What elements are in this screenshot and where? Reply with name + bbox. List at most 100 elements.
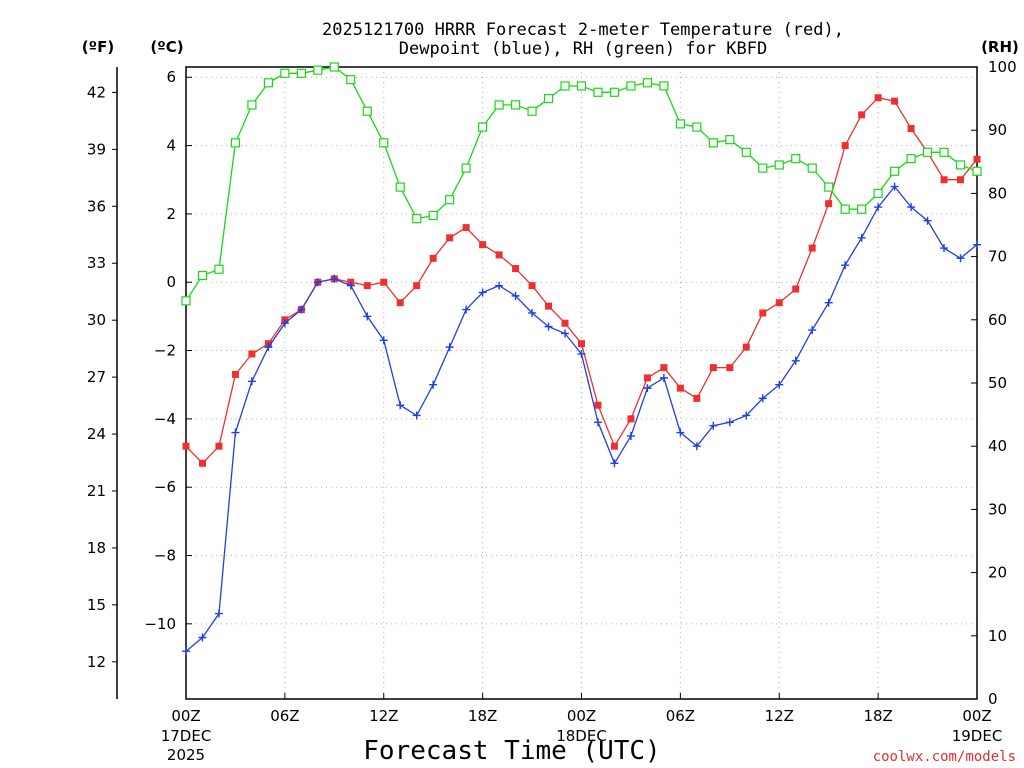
temperature-point <box>610 442 618 450</box>
rh-point <box>972 166 982 176</box>
time-tick-label: 06Z <box>666 707 695 725</box>
temperature-point <box>643 374 651 382</box>
dewpoint-point <box>313 278 322 287</box>
temperature-point <box>429 254 437 262</box>
rh-axis: 0 10 20 30 40 50 60 70 80 90 100 <box>971 58 1017 708</box>
rh-point <box>675 119 685 129</box>
temperature-point <box>479 241 487 249</box>
rh-point <box>906 154 916 164</box>
rh-point <box>791 154 801 164</box>
dewpoint-point <box>742 411 751 420</box>
rh-point <box>527 106 537 116</box>
dewpoint-point <box>610 459 619 468</box>
fahrenheit-unit-label: (ºF) <box>82 38 114 56</box>
temperature-point <box>874 94 882 102</box>
celsius-tick-label: −6 <box>154 478 176 496</box>
fahrenheit-tick-label: 21 <box>87 482 106 500</box>
temperature-point <box>907 124 915 132</box>
dewpoint-point <box>561 329 570 338</box>
temperature-point <box>413 282 421 290</box>
rh-unit-label: (RH) <box>981 38 1019 56</box>
rh-point <box>890 166 900 176</box>
rh-tick-label: 0 <box>988 690 998 708</box>
fahrenheit-tick-label: 15 <box>87 596 106 614</box>
temperature-point <box>182 442 190 450</box>
temperature-point <box>231 370 239 378</box>
temperature-point <box>693 394 701 402</box>
dewpoint-point <box>511 291 520 300</box>
time-tick-date-label: 18DEC <box>556 727 607 745</box>
rh-tick-label: 60 <box>988 311 1007 329</box>
rh-point <box>758 163 768 173</box>
celsius-tick-label: −10 <box>144 615 176 633</box>
time-tick-label: 12Z <box>765 707 794 725</box>
fahrenheit-tick-label: 24 <box>87 425 106 443</box>
time-tick-label: 18Z <box>468 707 497 725</box>
chart-title-line1: 2025121700 HRRR Forecast 2-meter Tempera… <box>322 20 844 40</box>
credit-text: coolwx.com/models <box>873 749 1016 765</box>
dewpoint-point <box>676 428 685 437</box>
temperature-point <box>578 340 585 348</box>
temperature-point <box>594 401 602 409</box>
fahrenheit-tick-label: 30 <box>87 311 106 329</box>
dewpoint-point <box>412 411 421 420</box>
rh-point <box>543 93 554 104</box>
dewpoint-point <box>231 428 240 437</box>
dewpoint-point <box>264 343 273 352</box>
rh-point <box>824 182 834 192</box>
temperature-point <box>792 285 800 293</box>
dewpoint-point <box>956 254 965 263</box>
temperature-point <box>495 251 503 259</box>
celsius-tick-label: 6 <box>166 68 176 86</box>
rh-point <box>576 81 587 91</box>
dewpoint-point <box>182 647 190 656</box>
rh-point <box>642 78 653 88</box>
time-tick-label: 00Z <box>171 707 200 725</box>
rh-point <box>296 68 306 78</box>
dewpoint-point <box>973 240 981 249</box>
fahrenheit-tick-label: 36 <box>87 197 106 215</box>
rh-point <box>445 195 455 205</box>
dewpoint-point <box>280 319 289 328</box>
dewpoint-point <box>709 421 718 430</box>
rh-point <box>280 68 290 78</box>
rh-point <box>313 65 323 75</box>
dewpoint-point <box>593 418 602 427</box>
temperature-point <box>957 176 965 184</box>
temperature-point <box>561 319 569 327</box>
temperature-point <box>512 265 520 273</box>
temperature-point <box>858 111 866 119</box>
rh-point <box>247 100 257 110</box>
temperature-point <box>462 224 470 232</box>
temperature-point <box>726 364 734 372</box>
rh-point <box>395 182 405 192</box>
dewpoint-point <box>429 380 438 389</box>
temperature-point <box>660 364 668 372</box>
celsius-tick-label: 2 <box>166 205 176 223</box>
rh-point <box>428 210 438 221</box>
dewpoint-point <box>808 326 817 335</box>
rh-point <box>593 87 603 97</box>
rh-point <box>263 78 273 88</box>
dewpoint-point <box>577 349 586 358</box>
time-tick-label: 12Z <box>369 707 398 725</box>
rh-point <box>412 214 422 224</box>
rh-point <box>708 138 718 148</box>
dewpoint-point <box>643 384 652 393</box>
rh-point <box>461 163 471 173</box>
dewpoint-point <box>330 274 339 283</box>
dewpoint-point <box>841 261 850 270</box>
rh-point <box>939 147 949 157</box>
time-tick-date-label: 19DEC <box>952 727 1003 745</box>
rh-point <box>181 296 191 306</box>
rh-tick-label: 50 <box>988 374 1007 392</box>
temperature-point <box>248 350 256 358</box>
rh-point <box>725 135 735 145</box>
dewpoint-point <box>247 377 256 386</box>
chart-title-line2: Dewpoint (blue), RH (green) for KBFD <box>399 39 767 59</box>
temperature-point <box>198 459 206 467</box>
time-tick-label: 00Z <box>962 707 991 725</box>
rh-point <box>362 106 372 116</box>
rh-point <box>955 160 966 170</box>
